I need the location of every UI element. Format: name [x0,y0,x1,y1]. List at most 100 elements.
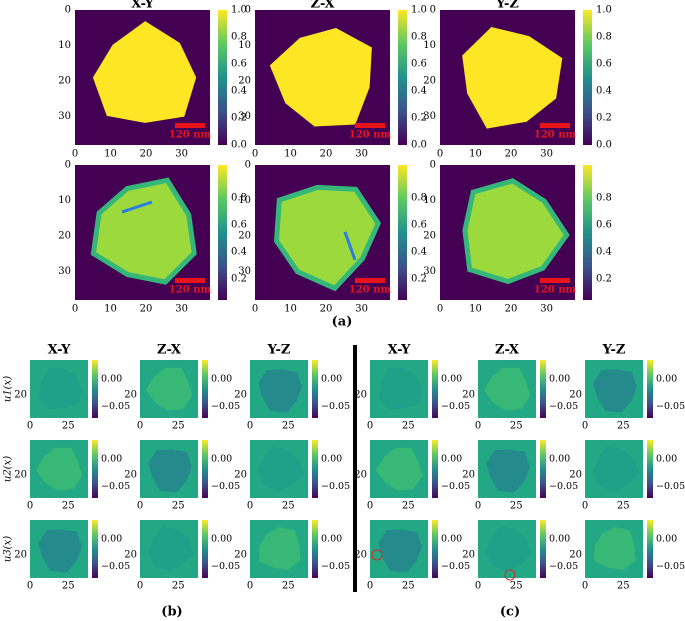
x-tick-label: 0 [437,304,443,315]
particle [486,449,530,493]
x-tick-label: 10 [104,149,117,160]
x-tick-label: 10 [469,149,482,160]
colorbar-tick-label: 0.2 [411,113,427,124]
particle [39,368,83,410]
particle [258,445,304,492]
y-tick-label: 0 [430,5,436,16]
colorbar [583,10,592,145]
colorbar-tick-label: −0.05 [101,481,130,492]
colorbar [398,165,407,300]
colorbar-tick-label: 1.0 [596,5,612,16]
colorbar-tick-label: 0.0 [596,140,612,151]
colorbar-tick-label: 0.00 [321,454,342,465]
colorbar-tick-label: 0.2 [231,274,247,285]
x-tick-label: 0 [247,421,253,432]
colorbar-tick-label: 0.0 [231,140,247,151]
y-tick-label: 20 [569,389,582,400]
panel-title: X-Y [131,0,155,12]
x-tick-label: 0 [367,501,373,512]
colorbar-tick-label: −0.05 [321,481,350,492]
x-tick-label: 20 [140,149,153,160]
colorbar-tick-label: 0.00 [441,454,462,465]
y-tick-label: 20 [462,389,475,400]
y-tick-label: 20 [124,469,137,480]
colorbar-tick-label: −0.05 [656,561,685,572]
y-tick-label: 20 [234,549,247,560]
colorbar-tick-label: 0.8 [231,32,247,43]
colorbar-tick-label: 0.00 [211,534,232,545]
arrow [343,231,357,261]
colorbar [647,440,653,498]
colorbar-tick-label: 0.4 [596,86,612,97]
x-tick-label: 0 [72,304,78,315]
colorbar [432,440,438,498]
colorbar [218,165,227,300]
colorbar-tick-label: 0.4 [231,86,247,97]
colorbar-tick-label: 0.8 [411,32,427,43]
x-tick-label: 0 [475,501,481,512]
x-tick-label: 0 [72,149,78,160]
x-tick-label: 25 [282,581,295,592]
colorbar-tick-label: 0.00 [211,454,232,465]
particle [483,367,531,411]
x-tick-label: 20 [140,304,153,315]
colorbar-tick-label: −0.05 [656,481,685,492]
colorbar-tick-label: 0.00 [441,534,462,545]
x-tick-label: 30 [540,149,553,160]
colorbar-tick-label: 0.2 [596,113,612,124]
particle [273,184,382,292]
y-tick-label: 20 [234,469,247,480]
x-tick-label: 0 [437,149,443,160]
scale-bar [355,123,385,128]
x-tick-label: 20 [320,149,333,160]
colorbar-tick-label: −0.05 [321,401,350,412]
y-tick-label: 10 [58,195,71,206]
colorbar-tick-label: 0.4 [411,247,427,258]
colorbar-tick-label: 0.8 [411,193,427,204]
particle [148,525,194,572]
colorbar [398,10,407,145]
x-tick-label: 20 [505,149,518,160]
colorbar-tick-label: −0.05 [441,481,470,492]
y-tick-label: 20 [58,76,71,87]
particle [375,447,423,491]
x-tick-label: 25 [617,501,630,512]
x-tick-label: 25 [402,501,415,512]
y-tick-label: 20 [354,549,367,560]
colorbar [540,520,546,578]
scale-bar [355,278,385,283]
particle [92,21,197,123]
particle [259,527,301,570]
colorbar-tick-label: −0.05 [211,401,240,412]
x-tick-label: 0 [137,501,143,512]
y-tick-label: 10 [238,40,251,51]
colorbar-tick-label: −0.05 [441,561,470,572]
x-tick-label: 0 [27,581,33,592]
x-tick-label: 20 [505,304,518,315]
panel-title: Z-X [157,343,182,358]
x-tick-label: 0 [137,581,143,592]
colorbar [540,440,546,498]
colorbar-tick-label: 0.0 [411,140,427,151]
colorbar-tick-label: −0.05 [549,401,578,412]
colorbar-tick-label: 0.8 [596,32,612,43]
y-tick-label: 10 [58,40,71,51]
arrow [121,200,153,214]
y-tick-label: 20 [124,389,137,400]
colorbar [218,10,227,145]
particle [462,178,570,285]
x-tick-label: 0 [27,501,33,512]
x-tick-label: 0 [27,421,33,432]
y-tick-label: 20 [569,549,582,560]
y-tick-label: 20 [238,76,251,87]
colorbar [540,360,546,418]
y-tick-label: 30 [238,111,251,122]
colorbar [202,440,208,498]
y-tick-label: 20 [462,469,475,480]
x-tick-label: 0 [252,149,258,160]
scale-bar-label: 120 nm [349,285,392,296]
y-tick-label: 20 [58,231,71,242]
row-label: u2(x) [3,456,14,482]
caption: (a) [332,315,353,330]
